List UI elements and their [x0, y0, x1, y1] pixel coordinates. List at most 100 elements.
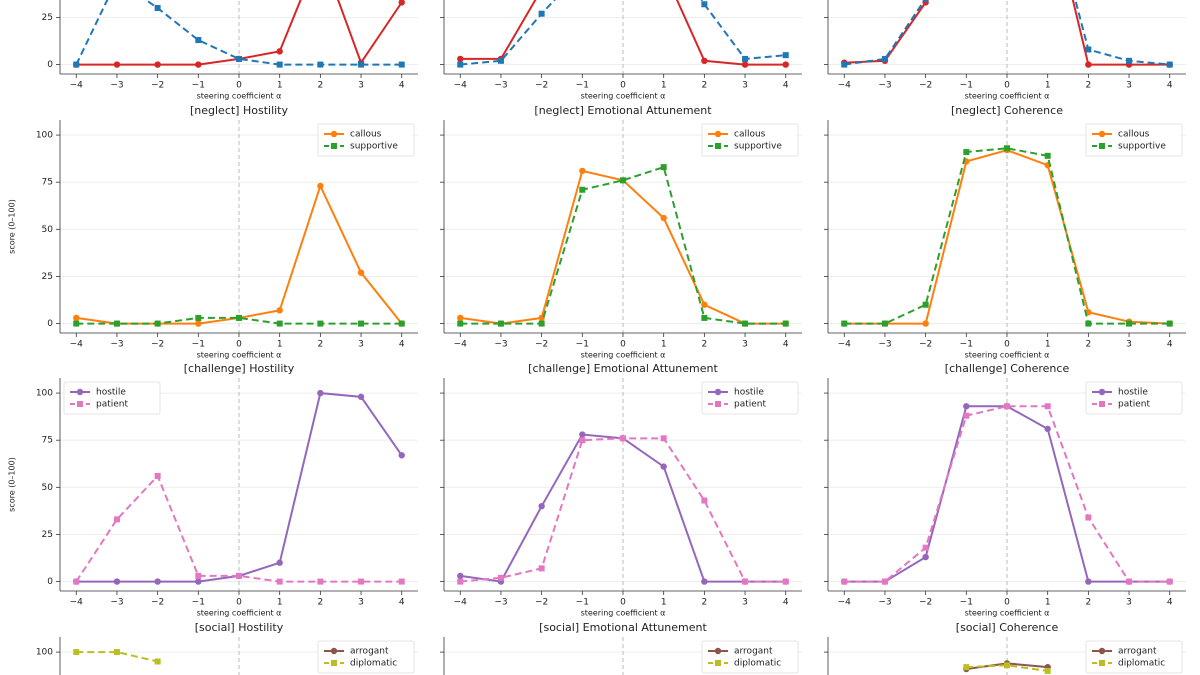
x-tick-label: −1: [960, 598, 973, 608]
legend: arrogant diplomatic: [317, 640, 415, 674]
x-tick-label: −4: [454, 598, 468, 608]
marker: [841, 578, 848, 585]
x-tick-label: 1: [661, 598, 667, 608]
marker: [113, 578, 121, 585]
marker: [73, 314, 80, 322]
marker: [1004, 403, 1010, 410]
marker: [620, 177, 626, 184]
marker: [317, 320, 324, 327]
marker: [317, 578, 324, 585]
x-tick-label: 4: [1167, 598, 1173, 608]
marker: [1004, 145, 1010, 152]
x-tick-label: 1: [1045, 340, 1051, 350]
marker: [195, 572, 202, 579]
legend-label: patient: [96, 400, 128, 410]
series-line: [76, 651, 158, 663]
legend-marker: [330, 647, 338, 655]
marker: [1085, 514, 1092, 521]
legend-label: supportive: [1118, 142, 1166, 152]
panel-title: [neglect] Coherence: [951, 104, 1063, 117]
legend-box: [701, 640, 799, 674]
marker: [1044, 152, 1051, 159]
series-line: [460, 0, 786, 66]
marker: [1166, 320, 1173, 327]
marker: [357, 393, 365, 401]
x-tick-label: 2: [1085, 81, 1091, 91]
y-tick-label: 50: [42, 483, 54, 493]
marker: [236, 572, 242, 579]
marker: [1126, 578, 1133, 585]
marker: [497, 574, 504, 581]
x-tick-label: −4: [838, 340, 852, 350]
marker: [357, 269, 365, 276]
marker: [497, 320, 504, 327]
x-tick-label: 3: [742, 81, 748, 91]
x-tick-label: 0: [236, 81, 242, 91]
x-tick-label: 1: [277, 340, 283, 350]
legend-marker: [1098, 647, 1106, 655]
x-tick-label: −2: [535, 340, 548, 350]
marker: [701, 497, 708, 504]
series-line: [460, 165, 786, 325]
legend-box: [63, 381, 161, 415]
legend-label: callous: [1118, 130, 1150, 140]
x-tick-label: −3: [494, 598, 507, 608]
legend-marker: [77, 401, 83, 407]
legend-marker: [714, 130, 722, 138]
legend: hostile patient: [1085, 381, 1183, 415]
legend-label: diplomatic: [734, 659, 781, 669]
panel-title: [social] Coherence: [956, 621, 1059, 634]
marker: [922, 0, 929, 2]
x-tick-label: 4: [783, 598, 789, 608]
legend: callous supportive: [701, 123, 799, 157]
marker: [538, 320, 545, 327]
y-tick-label: 100: [36, 131, 53, 141]
x-tick-label: −2: [151, 598, 164, 608]
legend-marker: [330, 130, 338, 138]
x-tick-label: −4: [70, 81, 84, 91]
x-tick-label: 4: [783, 340, 789, 350]
x-tick-label: −1: [960, 340, 973, 350]
x-tick-label: −2: [919, 598, 932, 608]
legend-box: [1085, 123, 1183, 157]
legend-marker: [331, 143, 337, 149]
marker: [1085, 578, 1092, 585]
marker: [922, 320, 929, 327]
marker: [701, 301, 708, 308]
x-axis-label: steering coefficient α: [581, 92, 666, 101]
x-tick-label: 3: [358, 598, 364, 608]
marker: [701, 1, 708, 8]
x-tick-label: −2: [151, 81, 164, 91]
legend-box: [701, 381, 799, 415]
marker: [73, 578, 80, 585]
x-tick-label: −4: [838, 81, 852, 91]
legend-box: [317, 123, 415, 157]
legend-marker: [715, 143, 721, 149]
marker: [538, 10, 545, 17]
legend-label: hostile: [1118, 388, 1148, 398]
legend-label: supportive: [350, 142, 398, 152]
marker: [398, 61, 405, 68]
x-axis-label: steering coefficient α: [581, 351, 666, 360]
legend-label: callous: [734, 130, 766, 140]
marker: [963, 412, 970, 419]
marker: [922, 544, 929, 551]
legend-marker: [714, 388, 722, 396]
marker: [660, 214, 667, 222]
x-tick-label: 0: [620, 598, 626, 608]
legend-label: hostile: [734, 388, 764, 398]
panel-title: [neglect] Emotional Attunement: [534, 104, 712, 117]
marker: [881, 578, 888, 585]
x-tick-label: 1: [661, 81, 667, 91]
marker: [579, 431, 586, 438]
panel-title: [challenge] Emotional Attunement: [528, 362, 718, 375]
marker: [398, 320, 405, 327]
x-tick-label: 2: [317, 598, 323, 608]
marker: [276, 307, 283, 314]
marker: [782, 578, 789, 585]
x-tick-label: −3: [110, 340, 123, 350]
marker: [1126, 320, 1133, 327]
marker: [881, 55, 888, 62]
marker: [579, 167, 586, 175]
x-tick-label: −2: [919, 81, 932, 91]
